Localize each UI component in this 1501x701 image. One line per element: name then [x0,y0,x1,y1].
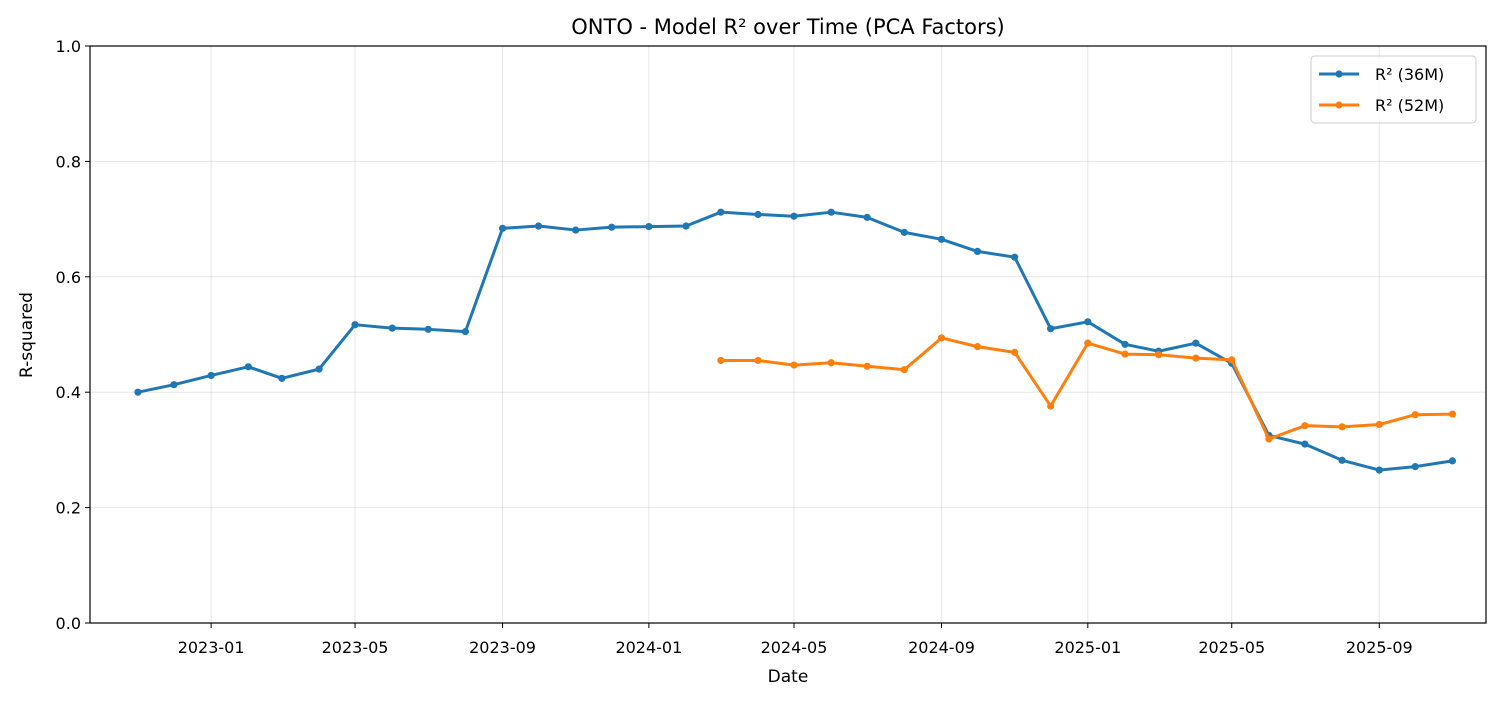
data-point [1411,411,1419,419]
data-point [1265,435,1273,443]
data-point [682,222,690,230]
data-point [424,325,432,333]
data-point [244,363,252,371]
data-point [388,324,396,332]
data-point [827,359,835,367]
plot-frame [89,45,1487,624]
data-point [1011,253,1019,261]
data-point [534,222,543,230]
data-point [1047,402,1055,410]
data-point [1301,422,1309,430]
y-tick-label: 1.0 [56,37,81,56]
x-tick-label: 2025-09 [1346,638,1413,657]
data-point [937,235,946,243]
data-point [1448,457,1457,465]
legend-item: R² (36M) [1319,65,1444,84]
data-point [645,223,653,231]
data-point [1154,351,1163,359]
data-point [461,328,469,336]
x-tick-label: 2025-01 [1054,638,1121,657]
y-tick-label: 0.2 [56,499,81,518]
data-point [937,334,946,342]
y-axis-label: R-squared [17,292,37,378]
data-point [1411,463,1419,471]
data-point [1338,423,1346,431]
data-point [1084,318,1092,326]
data-point [1375,466,1383,474]
data-point [1301,440,1309,448]
x-axis-label: Date [768,667,809,687]
data-point [1121,340,1129,348]
legend-label: R² (36M) [1375,65,1444,84]
data-point [1448,410,1457,418]
data-point [608,223,616,231]
legend-marker [1335,70,1343,78]
data-point [1192,354,1200,362]
data-point [1375,420,1383,429]
series-layer [134,208,1457,474]
x-tick-label: 2025-05 [1198,638,1265,657]
legend-marker [1335,101,1343,109]
legend-label: R² (52M) [1375,96,1444,115]
data-point [900,366,908,374]
x-ticks: 2023-01 2023-05 2023-09 2024-01 2024-05 2024-… [178,623,1413,657]
chart-title: ONTO - Model R² over Time (PCA Factors) [571,15,1004,39]
data-point [900,228,908,236]
x-tick-label: 2024-01 [615,638,682,657]
data-point [863,213,871,221]
data-point [717,208,725,216]
data-point [134,388,142,396]
data-point [351,321,359,329]
x-tick-label: 2023-09 [469,638,536,657]
data-point [278,374,286,382]
data-point [790,212,798,220]
data-point [1047,325,1055,333]
legend-item: R² (52M) [1319,96,1444,115]
data-point [754,356,762,365]
data-point [1084,339,1092,347]
x-tick-label: 2024-05 [761,638,828,657]
y-tick-label: 0.0 [56,614,81,633]
series-52m [717,334,1457,443]
data-point [1121,350,1129,358]
x-tick-label: 2024-09 [908,638,975,657]
data-point [1338,456,1346,464]
y-tick-label: 0.4 [56,383,81,402]
x-tick-label: 2023-05 [322,638,389,657]
data-point [207,371,215,380]
data-point [973,247,982,256]
data-point [170,381,178,389]
data-point [572,226,580,234]
data-point [973,343,982,351]
data-point [1228,356,1236,364]
data-point [863,362,871,370]
data-point [827,208,835,216]
y-tick-label: 0.8 [56,152,81,171]
legend: R² (36M) R² (52M) [1310,55,1477,124]
data-point [498,224,507,232]
y-tick-label: 0.6 [56,268,81,287]
y-ticks: 0.0 0.2 0.4 0.6 0.8 1.0 [56,37,90,633]
x-tick-label: 2023-01 [178,638,245,657]
data-point [315,365,323,373]
data-point [1192,339,1200,347]
data-point [717,356,725,365]
data-point [1011,348,1019,356]
data-point [790,361,798,369]
data-point [754,210,762,219]
